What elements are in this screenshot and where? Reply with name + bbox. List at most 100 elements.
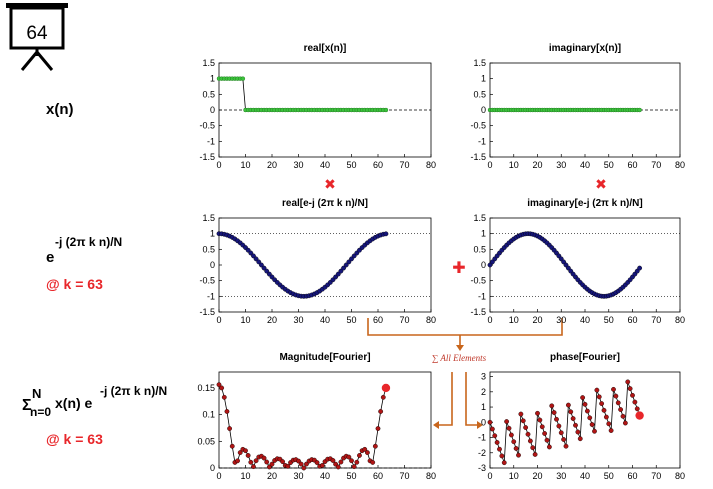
label-sum-lower: n=0 <box>30 405 51 419</box>
data-point <box>575 429 581 435</box>
x-tick-label: 30 <box>556 315 566 325</box>
y-tick-label: -0.5 <box>470 121 486 131</box>
sum-all-elements-note: ∑ All Elements <box>432 353 487 363</box>
x-tick-label: 60 <box>373 160 383 170</box>
badge-number: 64 <box>26 23 48 44</box>
data-point <box>243 448 248 454</box>
y-tick-label: -1 <box>207 291 215 301</box>
label-sum-sigma: Σ <box>22 397 32 414</box>
y-tick-label: 1.5 <box>202 58 215 68</box>
data-point <box>622 420 628 426</box>
data-point <box>615 400 621 406</box>
x-tick-label: 0 <box>487 471 492 481</box>
x-tick-label: 0 <box>216 471 221 481</box>
data-point <box>508 432 514 438</box>
plot-title: Magnitude[Fourier] <box>279 352 370 363</box>
y-tick-label: 1 <box>481 229 486 239</box>
x-tick-label: 20 <box>267 315 277 325</box>
data-point <box>594 387 600 393</box>
data-point <box>608 428 614 433</box>
data-point <box>264 268 270 274</box>
data-point <box>558 430 564 436</box>
x-tick-label: 0 <box>487 315 492 325</box>
label-exp-power: -j (2π k n)/N <box>55 235 122 249</box>
x-tick-label: 60 <box>627 471 637 481</box>
series-line <box>489 381 641 463</box>
data-point <box>577 436 583 442</box>
x-tick-label: 20 <box>532 315 542 325</box>
plot-title: imaginary[x(n)] <box>549 43 621 54</box>
data-point <box>357 453 362 458</box>
data-point <box>346 259 352 265</box>
y-tick-label: -1 <box>207 136 215 146</box>
label-sum-power: -j (2π k n)/N <box>100 384 167 398</box>
y-tick-label: -1.5 <box>199 307 215 317</box>
data-point <box>632 399 638 405</box>
plot-frame <box>218 217 432 313</box>
data-point <box>630 392 635 398</box>
data-point <box>568 409 574 415</box>
y-tick-label: 3 <box>481 372 486 382</box>
data-point <box>606 421 612 427</box>
data-point <box>314 460 320 465</box>
data-point <box>618 407 624 412</box>
data-point <box>269 461 275 467</box>
data-point <box>627 386 633 392</box>
x-tick-label: 60 <box>627 160 637 170</box>
x-tick-label: 70 <box>399 471 409 481</box>
data-point <box>280 459 285 465</box>
x-tick-label: 40 <box>320 315 330 325</box>
label-sum-mid: x(n) e <box>55 395 93 411</box>
x-tick-label: 60 <box>627 315 637 325</box>
data-point <box>330 458 336 463</box>
x-tick-label: 30 <box>556 160 566 170</box>
data-point <box>535 410 540 416</box>
plot-title: phase[Fourier] <box>550 352 620 363</box>
x-tick-label: 40 <box>320 471 330 481</box>
x-tick-label: 30 <box>293 315 303 325</box>
data-point <box>375 426 381 431</box>
data-point <box>378 409 384 414</box>
data-point <box>504 419 510 424</box>
x-tick-label: 60 <box>373 315 383 325</box>
data-point <box>520 418 526 424</box>
y-tick-label: 0.5 <box>473 244 486 254</box>
y-tick-label: 1 <box>210 229 215 239</box>
x-tick-label: 80 <box>675 160 685 170</box>
data-point <box>589 422 595 427</box>
data-point <box>216 382 222 388</box>
data-point <box>346 454 352 460</box>
x-tick-label: 40 <box>580 160 590 170</box>
x-tick-label: 40 <box>580 315 590 325</box>
x-tick-label: 40 <box>580 471 590 481</box>
data-point <box>637 265 643 271</box>
x-tick-label: 10 <box>509 471 519 481</box>
data-point <box>319 463 325 468</box>
y-tick-label: 0 <box>481 260 486 270</box>
data-point <box>570 416 576 421</box>
y-tick-label: -1 <box>478 433 486 443</box>
plot-frame <box>489 217 681 313</box>
y-tick-label: -1.5 <box>470 307 486 317</box>
data-point <box>573 422 578 428</box>
data-point <box>584 408 590 414</box>
plot-magnitude: Magnitude[Fourier] 0 10 20 30 40 50 60 70 80 0.15 0… <box>197 352 436 481</box>
y-tick-label: -0.5 <box>470 276 486 286</box>
data-point <box>351 464 357 470</box>
x-tick-label: 50 <box>346 315 356 325</box>
x-tick-label: 30 <box>293 160 303 170</box>
x-tick-label: 80 <box>675 471 685 481</box>
data-point <box>264 459 270 465</box>
x-tick-label: 80 <box>426 315 436 325</box>
y-tick-label: 1.5 <box>473 213 486 223</box>
x-tick-label: 50 <box>604 471 614 481</box>
data-point <box>253 256 259 262</box>
x-tick-label: 50 <box>604 315 614 325</box>
x-tick-label: 10 <box>240 471 250 481</box>
data-point <box>499 453 505 459</box>
y-tick-label: -1 <box>478 136 486 146</box>
data-point <box>372 443 378 449</box>
y-tick-label: 0 <box>210 260 215 270</box>
data-point <box>580 395 586 401</box>
data-point <box>237 450 243 456</box>
